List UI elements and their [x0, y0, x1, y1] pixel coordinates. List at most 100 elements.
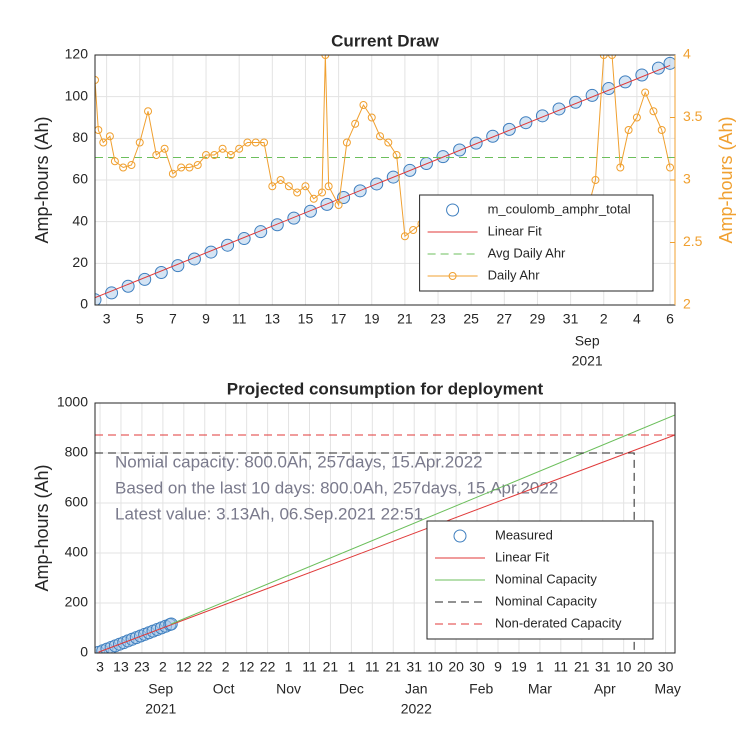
data-point	[342, 138, 351, 147]
x-year-label: 2021	[145, 701, 176, 717]
y2-tick-label: 4	[683, 46, 691, 62]
series-line	[171, 414, 675, 625]
y-tick-label: 400	[65, 544, 89, 560]
x-tick-label: 19	[364, 311, 380, 327]
x-tick-label: 11	[232, 311, 247, 327]
y-tick-label: 40	[72, 212, 88, 228]
y-tick-label: 100	[65, 87, 89, 103]
data-point	[666, 163, 675, 172]
data-point	[268, 182, 277, 191]
data-point	[235, 144, 244, 153]
legend-label: Nominal Capacity	[495, 571, 597, 586]
annotation: Nomial capacity: 800.0Ah, 257days, 15.Ap…	[115, 452, 483, 471]
data-point	[293, 188, 302, 197]
x-tick-label: 6	[666, 311, 674, 327]
x-tick-label: 12	[239, 659, 255, 675]
legend-label: Daily Ahr	[488, 267, 541, 282]
data-point	[95, 126, 103, 134]
data-point	[624, 126, 633, 134]
data-point	[144, 107, 153, 116]
legend-label: Nominal Capacity	[495, 593, 597, 608]
series-line	[98, 434, 675, 653]
y-tick-label: 1000	[57, 394, 88, 410]
data-point	[95, 76, 99, 84]
data-point	[657, 126, 666, 134]
data-point	[400, 232, 409, 241]
data-point	[303, 204, 317, 218]
data-point	[218, 144, 227, 153]
y-tick-label: 60	[72, 171, 88, 187]
legend-marker	[446, 203, 460, 217]
x-tick-label: 25	[463, 311, 479, 327]
chart-title: Projected consumption for deployment	[227, 379, 544, 398]
series-line	[95, 64, 671, 299]
x-tick-label: 21	[397, 311, 413, 327]
data-point	[270, 218, 284, 232]
x-month-label: Sep	[575, 333, 600, 349]
x-tick-label: 21	[574, 659, 590, 675]
x-tick-label: 23	[430, 311, 446, 327]
x-tick-label: 7	[169, 311, 177, 327]
data-point	[168, 169, 177, 178]
data-point	[351, 119, 360, 128]
x-month-label: Jan	[405, 681, 428, 697]
data-point	[210, 151, 219, 159]
annotation: Latest value: 3.13Ah, 06.Sep.2021 22:51	[115, 504, 423, 523]
data-point	[119, 163, 128, 172]
legend-label: m_coulomb_amphr_total	[488, 201, 631, 216]
data-point	[260, 138, 269, 147]
x-tick-label: 10	[427, 659, 443, 675]
data-point	[632, 113, 641, 122]
legend-marker	[448, 272, 457, 280]
y-tick-label: 120	[65, 46, 89, 62]
data-point	[384, 138, 393, 147]
data-point	[599, 55, 608, 59]
x-month-label: Sep	[148, 681, 173, 697]
data-point	[152, 151, 161, 159]
data-point	[221, 238, 235, 252]
x-year-label: 2021	[572, 353, 603, 369]
data-point	[608, 55, 617, 59]
data-point	[535, 109, 549, 123]
data-point	[376, 132, 385, 141]
x-month-label: Feb	[469, 681, 493, 697]
x-month-label: Dec	[339, 681, 364, 697]
data-point	[135, 138, 144, 147]
legend-label: Avg Daily Ahr	[488, 245, 566, 260]
data-point	[127, 161, 136, 169]
data-point	[367, 113, 376, 122]
x-tick-label: 12	[176, 659, 192, 675]
x-tick-label: 30	[469, 659, 485, 675]
x-tick-label: 30	[658, 659, 674, 675]
x-tick-label: 23	[134, 659, 150, 675]
data-point	[409, 226, 418, 234]
y-tick-label: 80	[72, 129, 88, 145]
x-tick-label: 22	[197, 659, 213, 675]
data-point	[202, 151, 211, 159]
legend-label: Non-derated Capacity	[495, 615, 622, 630]
data-point	[99, 138, 108, 147]
y2-axis-label: Amp-hours (Ah)	[716, 116, 736, 243]
chart: 3 13 23 2 12 22 2 12 22 1 11 21 1 11 21 31 10 20 30 9 19 1 11 2…	[32, 379, 681, 716]
x-tick-label: 20	[448, 659, 464, 675]
legend-label: Measured	[495, 527, 553, 542]
x-tick-label: 11	[554, 659, 569, 675]
data-point	[301, 182, 310, 191]
y2-tick-label: 2	[683, 296, 691, 312]
y2-tick-label: 2.5	[683, 233, 703, 249]
data-point	[334, 201, 343, 209]
x-tick-label: 31	[595, 659, 611, 675]
data-point	[324, 182, 333, 191]
data-point	[105, 132, 114, 141]
x-tick-label: 2	[600, 311, 608, 327]
data-point	[251, 138, 260, 147]
y-axis-label: Amp-hours (Ah)	[32, 116, 52, 243]
x-tick-label: 10	[616, 659, 632, 675]
x-tick-label: 21	[323, 659, 339, 675]
legend-label: Linear Fit	[495, 549, 550, 564]
data-point	[502, 122, 516, 136]
x-tick-label: 1	[347, 659, 355, 675]
y2-tick-label: 3.5	[683, 108, 703, 124]
data-point	[591, 176, 600, 184]
